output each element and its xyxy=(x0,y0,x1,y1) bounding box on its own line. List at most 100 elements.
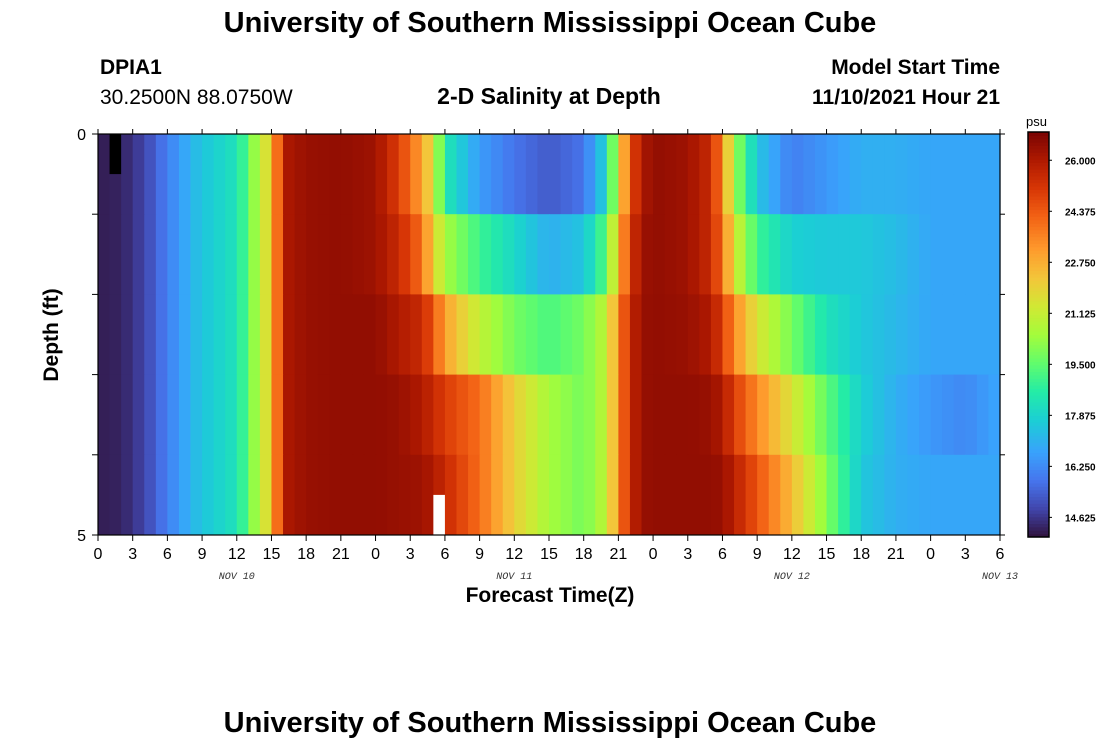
heatmap-cell xyxy=(895,214,909,295)
heatmap-cell xyxy=(618,294,631,375)
heatmap-cell xyxy=(757,294,770,375)
colorbar-swatch xyxy=(1028,307,1049,312)
colorbar-swatch xyxy=(1028,412,1049,417)
colorbar-swatch xyxy=(1028,159,1049,163)
heatmap-cell xyxy=(190,214,203,295)
heatmap-cell xyxy=(884,134,897,215)
heatmap-cell xyxy=(606,134,619,215)
heatmap-cell xyxy=(109,454,122,536)
colorbar-swatch xyxy=(1028,145,1049,150)
heatmap-cell xyxy=(930,214,943,295)
heatmap-cell xyxy=(421,294,434,375)
heatmap-cell xyxy=(456,374,469,456)
heatmap-cell xyxy=(491,454,504,536)
colorbar-swatch xyxy=(1028,287,1049,292)
heatmap-cell xyxy=(433,374,446,456)
x-tick-label: 3 xyxy=(128,546,137,563)
colorbar-swatch xyxy=(1028,466,1049,471)
heatmap-cell xyxy=(410,134,423,215)
colorbar-swatch xyxy=(1028,496,1049,501)
heatmap-cell xyxy=(722,454,735,536)
colorbar-swatch xyxy=(1028,375,1049,379)
heatmap-cell xyxy=(861,214,874,295)
heatmap-cell xyxy=(722,294,735,375)
heatmap-cell xyxy=(259,214,273,295)
colorbar-swatch xyxy=(1028,344,1049,349)
heatmap-cell xyxy=(965,374,978,456)
heatmap-cell xyxy=(976,294,990,375)
heatmap-cell xyxy=(549,134,562,215)
heatmap-cell xyxy=(942,294,955,375)
colorbar-swatch xyxy=(1028,243,1049,248)
heatmap-cell xyxy=(965,134,978,215)
x-tick-label: 21 xyxy=(887,546,905,563)
colorbar-swatch xyxy=(1028,516,1049,521)
heatmap-cell xyxy=(653,454,666,536)
heatmap-cell xyxy=(178,134,192,215)
heatmap-cell xyxy=(387,214,400,295)
heatmap-cell xyxy=(398,294,411,375)
colorbar: 26.000 24.375 22.750 21.125 19.500 17.875 16.2… xyxy=(1027,131,1096,538)
heatmap-cell xyxy=(363,214,377,295)
station-id: DPIA1 xyxy=(100,56,162,79)
heatmap-cell xyxy=(213,134,226,215)
heatmap-cell xyxy=(537,454,550,536)
heatmap-cell xyxy=(294,374,307,456)
heatmap-cell xyxy=(317,294,330,375)
colorbar-swatch xyxy=(1028,256,1049,261)
colorbar-swatch xyxy=(1028,199,1049,204)
colorbar-swatch xyxy=(1028,213,1049,217)
heatmap-cell xyxy=(826,214,839,295)
x-tick-label: 12 xyxy=(505,546,523,563)
heatmap-cell xyxy=(583,134,596,215)
colorbar-swatch xyxy=(1028,331,1049,336)
heatmap-cell xyxy=(734,294,747,375)
heatmap-cell xyxy=(444,214,458,295)
colorbar-swatch xyxy=(1028,182,1049,187)
colorbar-swatch xyxy=(1028,381,1049,386)
heatmap-cell xyxy=(734,374,747,456)
heatmap-cell xyxy=(340,294,354,375)
heatmap-cell xyxy=(745,294,758,375)
heatmap-cell xyxy=(375,454,388,536)
x-tick-label: 21 xyxy=(609,546,627,563)
heatmap-cell xyxy=(329,214,342,295)
x-tick-label: 18 xyxy=(297,546,315,563)
y-axis: 05 xyxy=(77,127,1005,545)
heatmap-cell xyxy=(687,454,700,536)
heatmap-cell xyxy=(491,214,504,295)
colorbar-swatch xyxy=(1028,462,1049,467)
colorbar-swatch xyxy=(1028,479,1049,484)
y-axis-label: Depth (ft) xyxy=(40,288,63,382)
heatmap-cell xyxy=(595,454,608,536)
colorbar-swatch xyxy=(1028,520,1049,525)
heatmap-cell xyxy=(444,374,458,456)
heatmap-cell xyxy=(491,374,504,456)
heatmap-cell xyxy=(433,294,446,375)
heatmap-cell xyxy=(664,134,677,215)
colorbar-swatch xyxy=(1028,321,1049,325)
heatmap-cell xyxy=(236,294,249,375)
heatmap-cell xyxy=(283,454,296,536)
colorbar-swatch xyxy=(1028,169,1049,174)
heatmap-cell xyxy=(745,134,758,215)
heatmap-cell xyxy=(121,294,134,375)
x-tick-label: 0 xyxy=(649,546,658,563)
heatmap-cell xyxy=(826,294,839,375)
heatmap-cell xyxy=(306,374,319,456)
heatmap-cell xyxy=(317,134,330,215)
x-tick-label: 9 xyxy=(198,546,207,563)
heatmap-cell xyxy=(791,294,805,375)
heatmap-cell xyxy=(676,134,689,215)
heatmap-cell xyxy=(699,454,712,536)
heatmap-cell xyxy=(514,374,527,456)
heatmap-cell xyxy=(849,294,862,375)
colorbar-swatch xyxy=(1028,334,1049,339)
colorbar-swatch xyxy=(1028,459,1049,464)
heatmap-cell xyxy=(768,294,781,375)
colorbar-swatch xyxy=(1028,233,1049,238)
heatmap-cell xyxy=(872,374,885,456)
page-title: University of Southern Mississippi Ocean… xyxy=(223,7,877,39)
heatmap-cell xyxy=(144,214,157,295)
colorbar-swatch xyxy=(1028,368,1049,373)
